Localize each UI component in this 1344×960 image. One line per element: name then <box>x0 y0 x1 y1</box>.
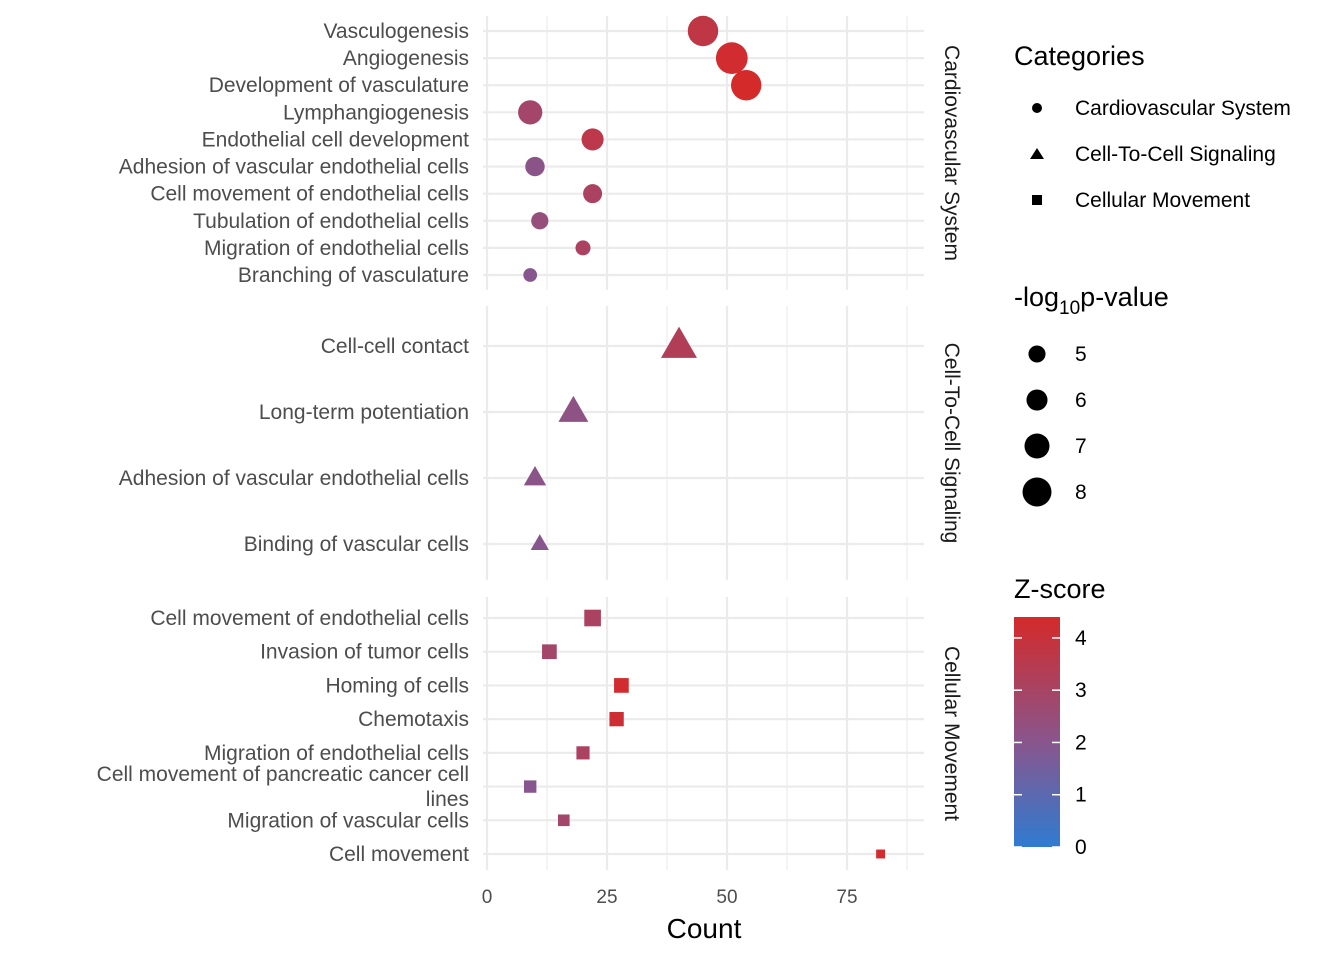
point-triangle <box>558 395 589 422</box>
point-circle <box>525 156 545 177</box>
legend-zscore-label: 3 <box>1075 679 1087 702</box>
x-tick-label: 50 <box>716 887 737 908</box>
y-axis-label: Homing of cells <box>325 674 469 697</box>
x-tick-label: 0 <box>482 887 493 908</box>
y-axis-label: Cell movement <box>329 843 469 866</box>
y-axis-label: Migration of vascular cells <box>227 809 469 832</box>
point-circle <box>531 212 549 230</box>
point-circle <box>581 128 604 151</box>
facet-strip-label: Cellular Movement <box>940 646 963 821</box>
point-square <box>614 678 629 693</box>
legend-square-icon <box>1032 195 1042 205</box>
y-axis-label: Branching of vasculature <box>238 264 469 287</box>
legend-size-label: 7 <box>1075 435 1087 458</box>
point-circle <box>583 184 603 204</box>
legend-pvalue-title: -log10p-value <box>1014 282 1169 319</box>
data-points <box>518 15 886 859</box>
y-axis-label: Chemotaxis <box>358 708 469 731</box>
y-axis-label: Cell movement of endothelial cells <box>150 607 469 630</box>
y-axis-label: Binding of vascular cells <box>244 533 469 556</box>
y-axis-label: Cell movement of pancreatic cancer cell l… <box>97 763 469 811</box>
point-square <box>609 711 624 727</box>
legend-size-circle <box>1028 345 1046 363</box>
y-axis-label: Endothelial cell development <box>202 128 470 151</box>
legend-size-circle <box>1022 477 1052 507</box>
legend-zscore-label: 4 <box>1075 627 1087 650</box>
y-axis-label: Adhesion of vascular endothelial cells <box>119 156 469 179</box>
y-axis-label: Angiogenesis <box>343 47 469 70</box>
y-axis-label: Vasculogenesis <box>323 20 469 43</box>
legend-zscore-label: 2 <box>1075 731 1087 754</box>
legend-category-label: Cell-To-Cell Signaling <box>1075 143 1276 166</box>
y-axis-label: Cell-cell contact <box>321 335 469 358</box>
point-circle <box>575 240 591 256</box>
point-triangle <box>523 465 547 486</box>
x-axis: Count 0 25 50 75 <box>482 887 858 944</box>
legend-size-circle <box>1026 389 1048 411</box>
legend-zscore-label: 0 <box>1075 836 1087 859</box>
y-axis-label: Lymphangiogenesis <box>283 101 469 124</box>
y-axis-label: Invasion of tumor cells <box>260 641 469 664</box>
y-axis-label: Cell movement of endothelial cells <box>150 183 469 206</box>
legend-size-label: 8 <box>1075 481 1087 504</box>
y-axis-label: Development of vasculature <box>209 74 469 97</box>
point-circle <box>523 268 538 282</box>
point-triangle <box>530 534 549 551</box>
point-circle <box>518 100 543 125</box>
x-axis-title: Count <box>667 913 742 944</box>
legend-category-label: Cardiovascular System <box>1075 97 1291 120</box>
legend-zscore-title: Z-score <box>1014 574 1106 604</box>
legend-category-label: Cellular Movement <box>1075 189 1250 212</box>
legend: Categories -log10p-value Z-score Cardiov… <box>1014 41 1291 859</box>
legend-size-circle <box>1024 433 1050 459</box>
point-square <box>576 746 590 760</box>
point-square <box>524 780 537 793</box>
facet-strip-label: Cardiovascular System <box>940 45 963 261</box>
point-circle <box>730 70 762 101</box>
legend-size-label: 6 <box>1075 389 1087 412</box>
x-tick-label: 75 <box>836 887 857 908</box>
grid-lines <box>483 16 924 870</box>
y-axis-label: Adhesion of vascular endothelial cells <box>119 467 469 490</box>
legend-size-label: 5 <box>1075 343 1087 366</box>
point-square <box>557 814 570 827</box>
point-square <box>542 644 557 660</box>
point-square <box>876 849 886 859</box>
legend-circle-icon <box>1032 103 1042 113</box>
point-square <box>584 609 601 627</box>
y-axis-label: Long-term potentiation <box>259 401 469 424</box>
x-tick-label: 25 <box>596 887 617 908</box>
y-axis-label: Migration of endothelial cells <box>204 237 469 260</box>
y-axis-label: Tubulation of endothelial cells <box>193 210 469 233</box>
zscore-colorbar <box>1014 617 1060 847</box>
y-axis-labels: Vasculogenesis Angiogenesis Development of… <box>97 20 470 866</box>
facet-strips: Cardiovascular System Cell-To-Cell Signal… <box>940 45 963 821</box>
legend-categories-title: Categories <box>1014 41 1145 71</box>
point-circle <box>715 42 748 74</box>
facet-strip-label: Cell-To-Cell Signaling <box>940 343 963 544</box>
y-axis-label: Migration of endothelial cells <box>204 742 469 765</box>
point-triangle <box>660 326 698 358</box>
legend-triangle-icon <box>1030 148 1044 159</box>
point-circle <box>687 15 719 47</box>
legend-zscore-label: 1 <box>1075 784 1087 807</box>
